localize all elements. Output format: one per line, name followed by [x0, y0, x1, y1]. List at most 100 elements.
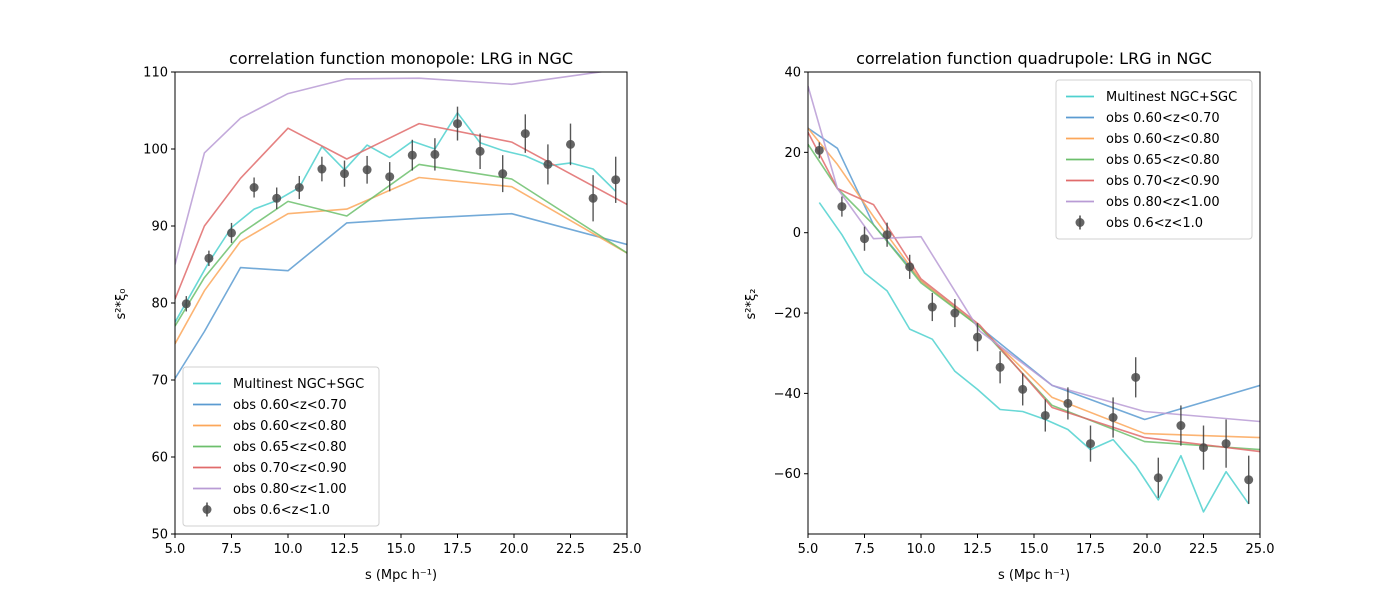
series-line-obs-0-60-z-0-70	[175, 212, 627, 379]
series-group	[808, 85, 1260, 513]
legend: Multinest NGC+SGC obs 0.60<z<0.70 obs 0.60…	[1055, 79, 1253, 240]
y-tick-label: 40	[784, 66, 801, 81]
legend-entry-label: obs 0.70<z<0.90	[233, 461, 347, 476]
x-tick-label: 7.5	[221, 542, 242, 557]
data-point	[520, 129, 530, 139]
data-point	[340, 169, 349, 179]
legend-entry-label: obs 0.6<z<1.0	[1106, 216, 1203, 231]
x-tick-label: 10.0	[274, 542, 303, 557]
legend-marker-swatch	[202, 505, 212, 514]
x-tick-label: 5.0	[798, 542, 819, 557]
data-point	[453, 119, 462, 129]
series-line-obs-0-70-z-0-90	[808, 131, 1260, 453]
series-line-obs-0-65-z-0-80	[175, 163, 627, 327]
legend-entry-label: obs 0.60<z<0.80	[1106, 132, 1220, 147]
data-point	[1199, 443, 1208, 453]
data-point	[1086, 439, 1095, 449]
series-line-obs-0-80-z-1-00	[808, 85, 1260, 423]
x-tick-label: 17.5	[443, 542, 472, 557]
data-point	[837, 202, 847, 212]
data-point	[1244, 475, 1254, 485]
data-point	[475, 146, 485, 156]
legend-entry-label: Multinest NGC+SGC	[233, 377, 364, 392]
y-axis-label: s²*ξ₂	[744, 289, 759, 320]
data-point	[995, 362, 1005, 372]
data-point	[294, 183, 304, 192]
data-point	[566, 139, 575, 149]
data-point	[407, 150, 417, 160]
chart-title: correlation function quadrupole: LRG in …	[856, 49, 1212, 68]
data-point	[882, 230, 892, 240]
data-point	[385, 172, 395, 182]
data-point	[543, 159, 553, 169]
quadrupole-chart: correlation function quadrupole: LRG in …	[744, 49, 1274, 583]
monopole-chart: correlation function monopole: LRG in NG…	[114, 49, 641, 583]
x-tick-label: 20.0	[500, 542, 529, 557]
data-point	[1153, 473, 1163, 483]
data-point	[498, 169, 508, 179]
x-tick-label: 25.0	[1246, 542, 1275, 557]
data-point	[249, 183, 259, 192]
data-point	[927, 302, 937, 312]
data-point	[362, 165, 372, 175]
data-point	[950, 308, 960, 318]
data-point	[181, 299, 191, 309]
x-tick-label: 17.5	[1076, 542, 1105, 557]
legend: Multinest NGC+SGC obs 0.60<z<0.70 obs 0.60…	[182, 366, 380, 527]
series-line-obs-0-65-z-0-80	[808, 143, 1260, 451]
y-tick-label: 20	[784, 146, 801, 161]
y-tick-label: 90	[151, 220, 168, 235]
data-point	[814, 145, 824, 155]
y-tick-label: 60	[151, 451, 168, 466]
legend-entry-label: obs 0.60<z<0.70	[233, 398, 347, 413]
legend-entry-label: obs 0.65<z<0.80	[1106, 153, 1220, 168]
y-tick-label: 70	[151, 374, 168, 389]
x-tick-label: 20.0	[1133, 542, 1162, 557]
data-point	[272, 193, 282, 203]
legend-entry-label: obs 0.70<z<0.90	[1106, 174, 1220, 189]
data-point	[973, 332, 982, 342]
x-tick-label: 22.5	[1189, 542, 1218, 557]
data-point	[227, 228, 236, 238]
legend-entry-label: Multinest NGC+SGC	[1106, 90, 1237, 105]
x-tick-label: 12.5	[963, 542, 992, 557]
data-point	[1063, 398, 1073, 408]
y-tick-label: −20	[774, 307, 801, 322]
x-tick-label: 22.5	[556, 542, 585, 557]
data-point	[1131, 372, 1141, 382]
y-tick-label: 100	[143, 143, 168, 158]
x-tick-label: 25.0	[613, 542, 642, 557]
data-point	[588, 193, 598, 203]
x-tick-label: 10.0	[907, 542, 936, 557]
series-line-obs-0-70-z-0-90	[175, 122, 627, 300]
x-tick-label: 15.0	[387, 542, 416, 557]
data-point	[1108, 412, 1118, 422]
x-tick-label: 15.0	[1020, 542, 1049, 557]
x-axis-label: s (Mpc h⁻¹)	[998, 568, 1070, 583]
y-tick-label: 0	[793, 226, 801, 241]
y-tick-label: 80	[151, 297, 168, 312]
data-point	[204, 253, 214, 263]
data-point	[1221, 439, 1231, 449]
legend-entry-label: obs 0.65<z<0.80	[233, 440, 347, 455]
legend-entry-label: obs 0.60<z<0.80	[233, 419, 347, 434]
data-point	[905, 262, 915, 272]
series-line-obs-0-60-z-0-80	[175, 176, 627, 345]
data-point	[430, 149, 440, 159]
series-line-obs-0-80-z-1-00	[175, 72, 606, 265]
plot-area: 5.0 7.5 10.0 12.5 15.0 17.5 20.0 22.5 25.0 50 60 70…	[143, 66, 641, 558]
y-tick-label: −60	[774, 467, 801, 482]
legend-entry-label: obs 0.80<z<1.00	[1106, 195, 1220, 210]
data-point	[611, 175, 621, 185]
data-point	[860, 234, 869, 244]
y-tick-label: 110	[143, 66, 168, 81]
data-point	[1040, 410, 1050, 420]
x-tick-label: 5.0	[165, 542, 186, 557]
plot-area: 5.0 7.5 10.0 12.5 15.0 17.5 20.0 22.5 25.0 −60 −40…	[774, 66, 1275, 558]
legend-marker-swatch	[1075, 218, 1085, 227]
y-axis-label: s²*ξ₀	[114, 289, 129, 320]
data-point	[1018, 384, 1028, 394]
legend-entry-label: obs 0.80<z<1.00	[233, 482, 347, 497]
legend-box	[1055, 79, 1253, 240]
